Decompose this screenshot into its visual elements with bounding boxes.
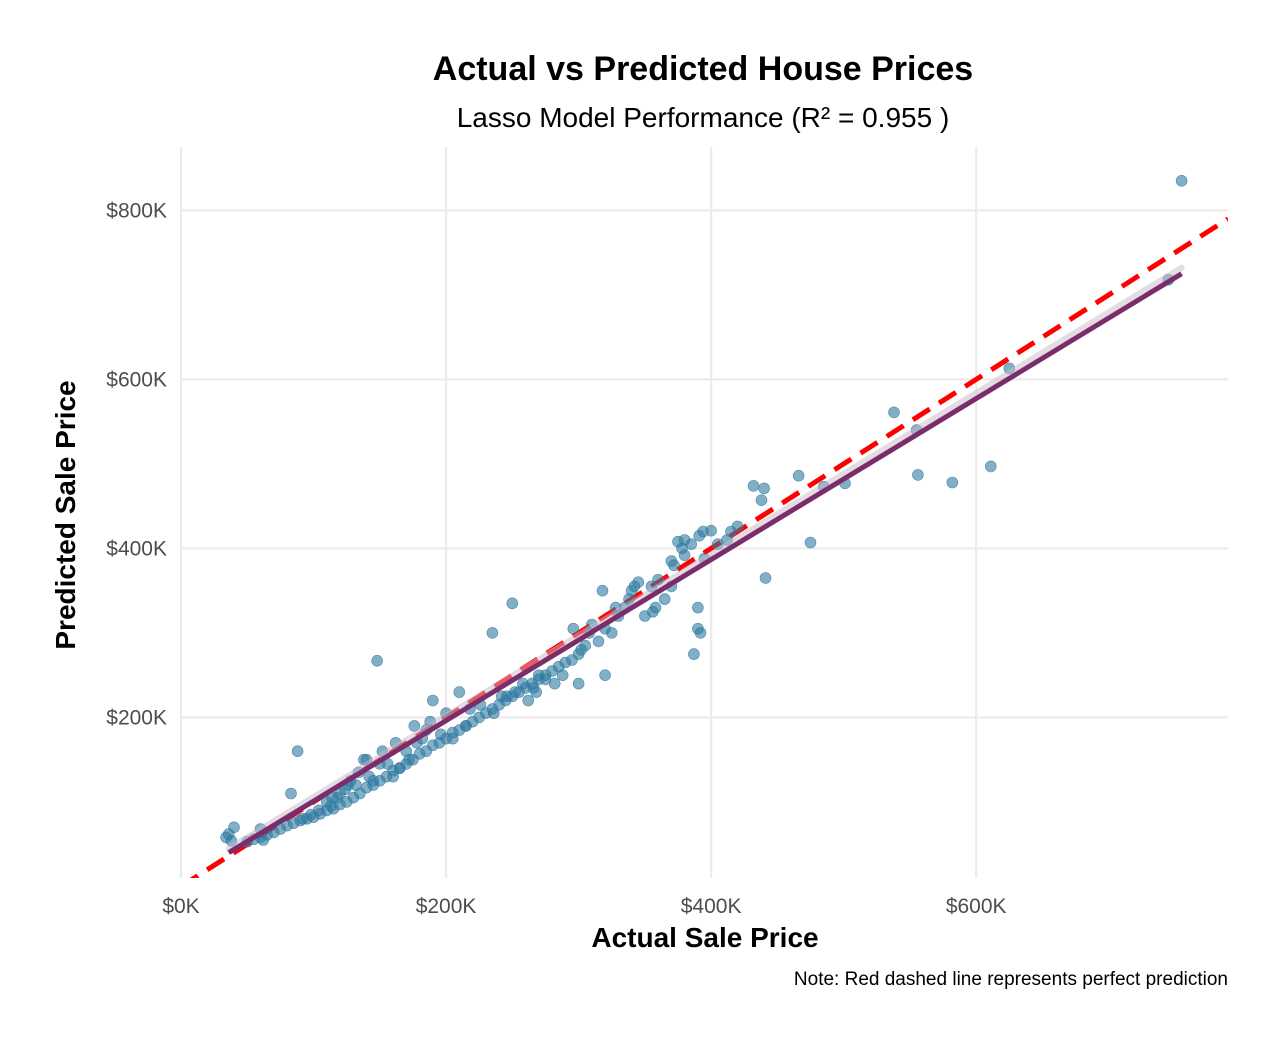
- data-point: [665, 555, 678, 567]
- data-point: [628, 580, 641, 593]
- data-point: [575, 643, 588, 656]
- data-point: [1175, 175, 1188, 187]
- data-point: [755, 494, 768, 507]
- data-point: [692, 622, 704, 635]
- x-tick-labels: $0K $200K $400K $600K: [162, 895, 1006, 918]
- data-point: [363, 770, 376, 783]
- data-point: [517, 677, 529, 690]
- data-point: [506, 597, 519, 610]
- data-point: [453, 686, 466, 698]
- data-point: [758, 482, 770, 495]
- data-point: [446, 732, 459, 745]
- data-point: [486, 627, 499, 639]
- data-point: [685, 538, 698, 551]
- data-point: [291, 745, 304, 758]
- fit-line: [227, 271, 1183, 855]
- data-point: [572, 677, 585, 690]
- perfect-prediction-line: [189, 216, 1228, 878]
- data-point: [501, 690, 513, 703]
- data-point: [596, 584, 609, 597]
- y-tick-label: $400K: [106, 537, 167, 560]
- data-point: [297, 812, 309, 825]
- y-tick-label: $800K: [106, 199, 167, 222]
- x-tick-label: $600K: [946, 895, 1007, 918]
- perfect-prediction-line-group: [189, 216, 1228, 878]
- data-point: [426, 694, 439, 707]
- data-point: [747, 480, 760, 492]
- data-point: [693, 529, 706, 542]
- x-tick-label: $0K: [162, 895, 199, 918]
- chart-subtitle: Lasso Model Performance (R² = 0.955 ): [457, 102, 950, 133]
- data-point: [285, 787, 297, 800]
- data-point: [692, 601, 704, 614]
- data-point: [522, 694, 535, 707]
- fit-line-group: [225, 264, 1185, 855]
- grid-lines: [179, 147, 1228, 878]
- data-point: [658, 593, 671, 605]
- data-point: [792, 469, 805, 482]
- data-point: [539, 673, 552, 686]
- data-point: [556, 669, 569, 682]
- fit-confidence-band: [225, 264, 1185, 852]
- x-tick-label: $400K: [681, 895, 742, 918]
- data-point: [530, 686, 543, 698]
- data-point: [649, 601, 662, 614]
- data-point: [460, 720, 472, 732]
- data-point: [946, 476, 959, 489]
- data-point: [387, 770, 399, 783]
- data-point: [393, 762, 406, 774]
- data-point: [912, 469, 924, 481]
- y-axis-title: Predicted Sale Price: [50, 380, 81, 649]
- data-point: [759, 572, 772, 584]
- data-point: [592, 635, 605, 648]
- data-point: [434, 728, 447, 741]
- data-point: [408, 720, 421, 732]
- x-axis-title: Actual Sale Price: [591, 922, 818, 953]
- y-tick-label: $200K: [106, 706, 167, 729]
- chart-caption: Note: Red dashed line represents perfect…: [794, 969, 1228, 990]
- data-point: [984, 460, 997, 473]
- data-points: [220, 175, 1188, 848]
- y-tick-labels: $200K $400K $600K $800K: [106, 199, 167, 729]
- y-tick-label: $600K: [106, 368, 167, 391]
- data-point: [888, 406, 900, 419]
- data-point: [567, 622, 580, 635]
- x-tick-label: $200K: [416, 895, 477, 918]
- data-point: [371, 654, 383, 667]
- data-point: [804, 536, 817, 549]
- chart-title: Actual vs Predicted House Prices: [433, 50, 973, 88]
- data-point: [599, 669, 611, 682]
- data-point: [688, 648, 700, 660]
- data-point: [487, 707, 500, 720]
